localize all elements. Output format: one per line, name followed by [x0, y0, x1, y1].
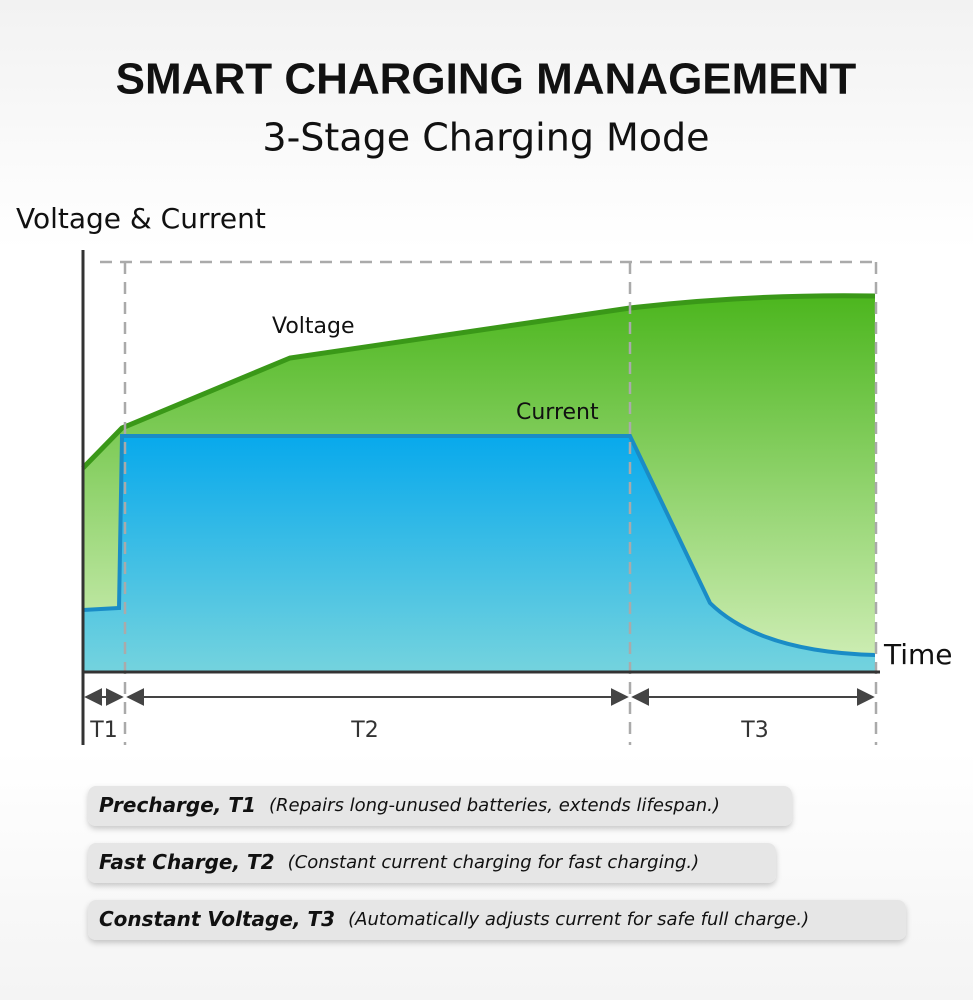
current-curve: [82, 434, 876, 657]
note-box: [88, 843, 776, 883]
note: Fast Charge, T2 (Constant current chargi…: [99, 850, 699, 874]
note-description: (Automatically adjusts current for safe …: [348, 909, 809, 930]
note: Constant Voltage, T3 (Automatically adju…: [99, 907, 809, 931]
x-axis-label: Time: [883, 638, 953, 671]
y-axis-label: Voltage & Current: [16, 202, 266, 235]
voltage-label: Voltage: [272, 314, 355, 339]
note-term: Constant Voltage, T3: [99, 907, 335, 931]
note-term: Fast Charge, T2: [99, 850, 275, 874]
note-term: Precharge, T1: [99, 793, 256, 817]
note-box: [88, 786, 792, 826]
stage-label: T3: [740, 718, 768, 743]
current-label: Current: [516, 400, 599, 425]
title: SMART CHARGING MANAGEMENT: [116, 55, 857, 104]
stage-label: T1: [89, 718, 117, 743]
note-box: [88, 900, 906, 940]
stage-label: T2: [350, 718, 378, 743]
note: Precharge, T1 (Repairs long-unused batte…: [99, 793, 720, 817]
subtitle: 3-Stage Charging Mode: [262, 116, 709, 160]
current-area: [83, 436, 875, 672]
note-description: (Repairs long-unused batteries, extends …: [269, 795, 720, 816]
note-description: (Constant current charging for fast char…: [288, 852, 700, 873]
